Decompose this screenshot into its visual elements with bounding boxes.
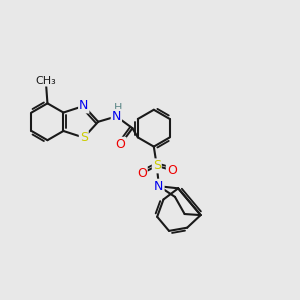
Text: H: H <box>114 103 122 113</box>
Text: O: O <box>137 167 147 180</box>
Text: N: N <box>154 180 164 193</box>
Text: S: S <box>80 131 88 144</box>
Text: CH₃: CH₃ <box>36 76 56 85</box>
Text: O: O <box>167 164 177 177</box>
Text: N: N <box>79 99 88 112</box>
Text: N: N <box>112 110 121 123</box>
Text: O: O <box>116 138 126 151</box>
Text: S: S <box>153 159 161 172</box>
